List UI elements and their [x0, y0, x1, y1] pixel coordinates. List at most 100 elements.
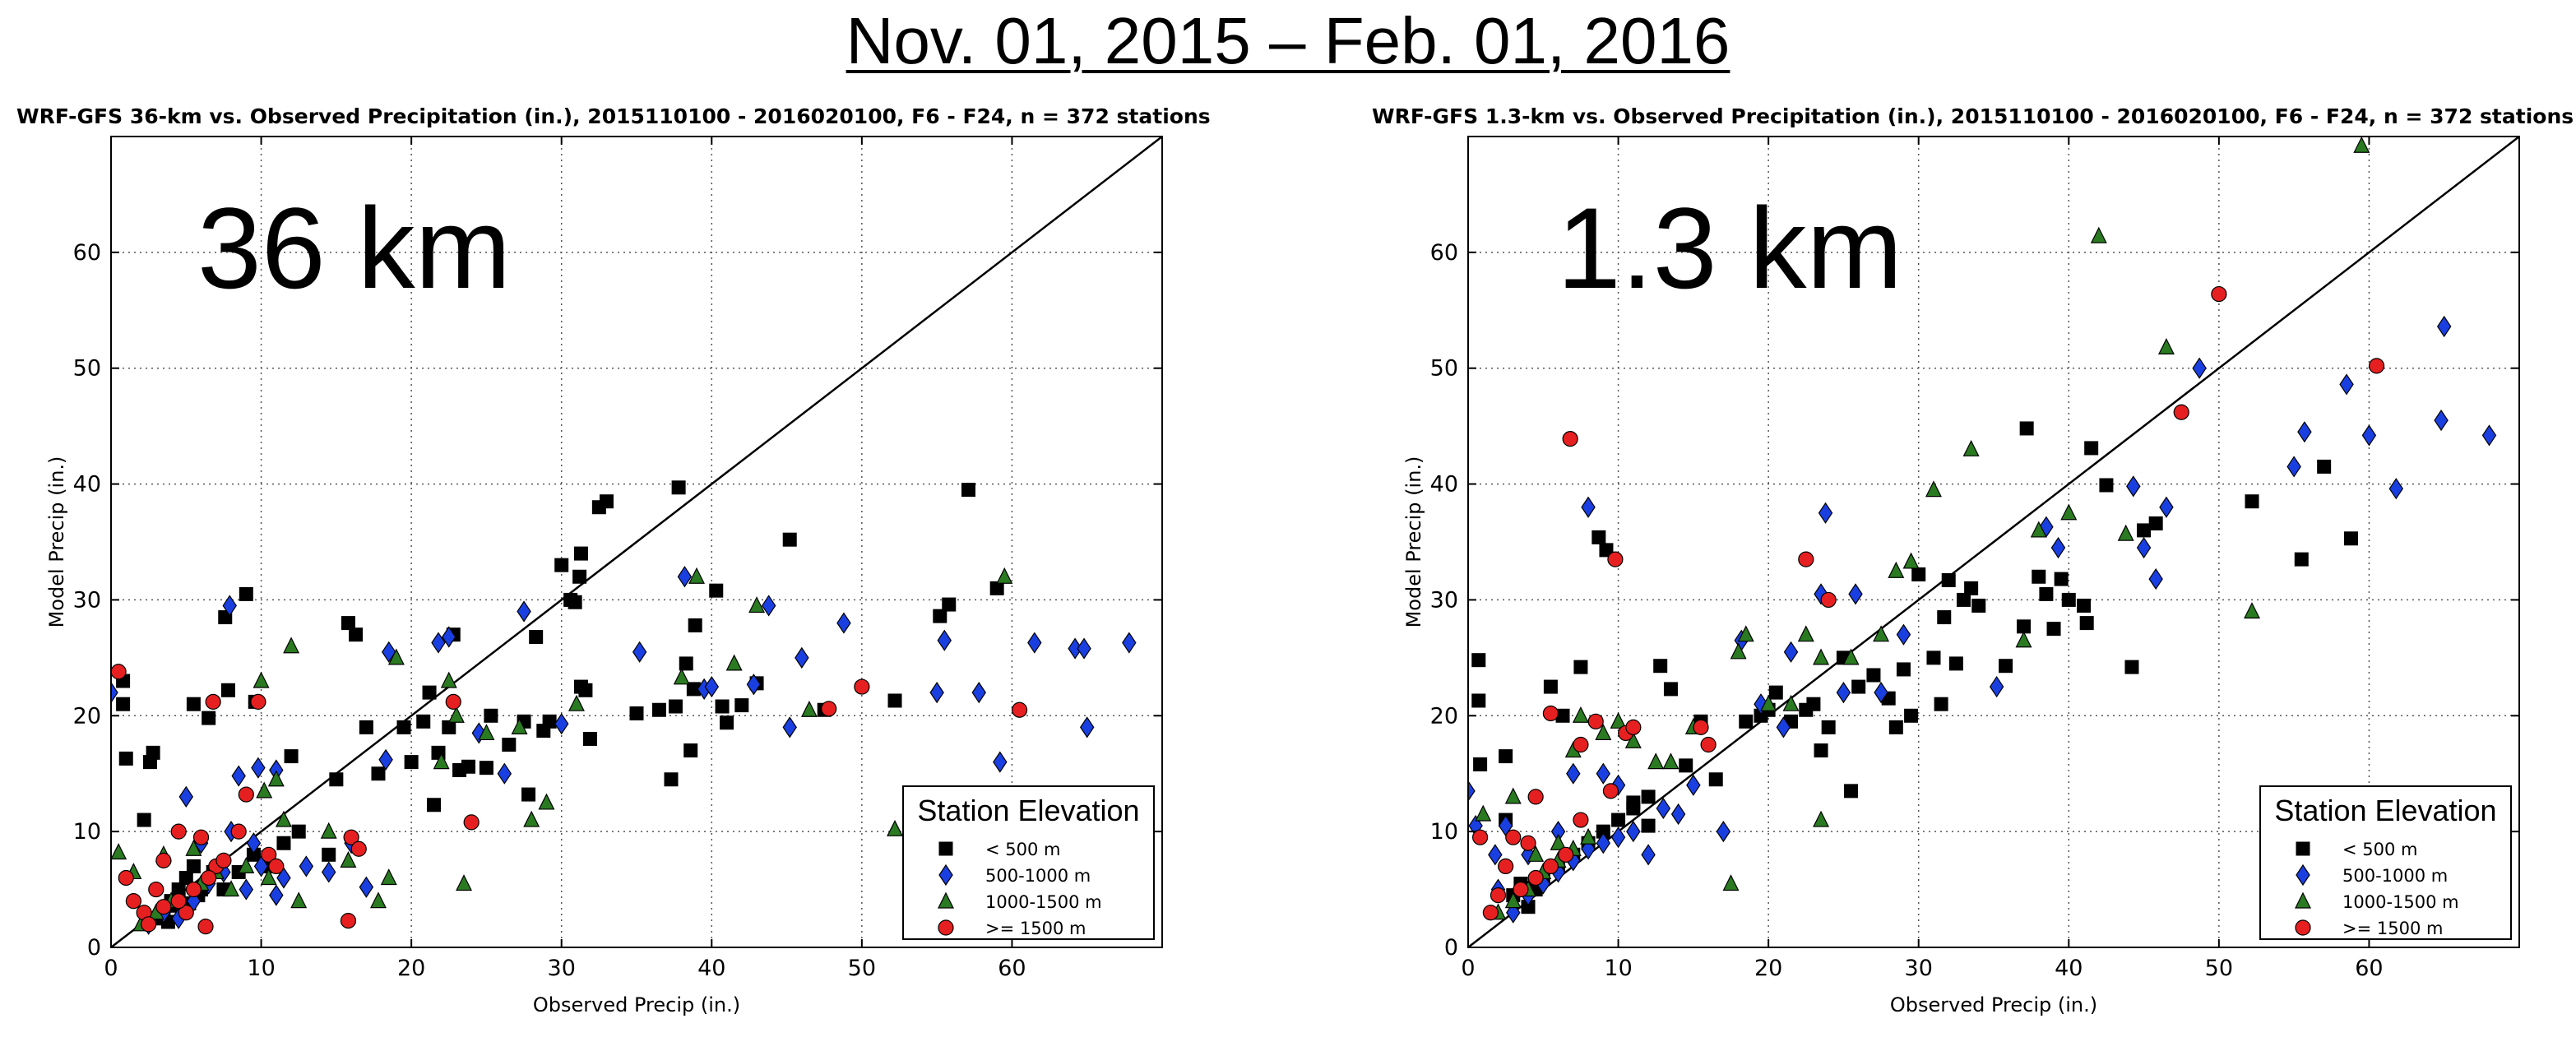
data-point	[2368, 358, 2385, 374]
data-point	[1610, 826, 1626, 849]
y-tick-label: 60	[73, 240, 101, 266]
y-tick-label: 30	[1430, 587, 1458, 613]
data-point	[1818, 502, 1833, 524]
data-point	[715, 699, 730, 714]
data-point	[322, 847, 336, 862]
data-point	[1989, 675, 2004, 698]
data-point	[2481, 424, 2497, 447]
data-point	[1122, 632, 1137, 654]
data-point	[1760, 694, 1777, 711]
data-point	[202, 711, 216, 725]
x-tick-label: 0	[1461, 956, 1475, 981]
data-point	[1926, 651, 1941, 665]
data-point	[371, 766, 386, 781]
data-point	[1472, 829, 1489, 845]
x-tick-label: 20	[1754, 956, 1782, 981]
data-point	[497, 762, 512, 785]
data-point	[1820, 591, 1837, 609]
data-point	[1607, 551, 1624, 567]
data-point	[795, 646, 809, 669]
data-point	[993, 751, 1008, 773]
data-point	[238, 857, 255, 873]
data-point	[1506, 901, 1521, 924]
data-point	[1925, 480, 1942, 498]
data-point	[1077, 637, 1091, 660]
data-point	[178, 785, 194, 808]
data-point	[1505, 829, 1522, 845]
data-point	[1641, 818, 1656, 833]
data-point	[1527, 845, 1545, 862]
data-point	[1956, 592, 1971, 607]
data-point	[2173, 404, 2189, 420]
data-point	[137, 813, 151, 827]
x-tick-label: 20	[397, 956, 425, 981]
data-point	[2099, 478, 2114, 493]
x-tick-label: 0	[104, 956, 118, 981]
data-point	[2344, 531, 2359, 546]
data-point	[1722, 874, 1740, 891]
y-tick-label: 0	[87, 935, 101, 961]
legend-marker	[2295, 919, 2311, 936]
one-to-one-line	[1468, 137, 2519, 947]
data-point	[1573, 812, 1589, 828]
data-point	[192, 829, 210, 845]
legend-marker	[938, 863, 953, 887]
data-point	[1527, 869, 1544, 887]
data-point	[2361, 424, 2377, 447]
y-tick-label: 40	[1430, 472, 1458, 498]
data-point	[1473, 757, 1488, 771]
data-point	[2317, 459, 2332, 474]
data-point	[197, 919, 214, 935]
data-point	[359, 876, 374, 898]
data-point	[370, 891, 387, 909]
data-point	[937, 629, 952, 651]
data-point	[276, 836, 291, 850]
data-point	[800, 700, 818, 717]
data-point	[111, 664, 127, 680]
data-point	[1670, 803, 1686, 826]
data-point	[668, 699, 683, 714]
data-point	[359, 720, 373, 734]
data-point	[2148, 516, 2163, 530]
data-point	[445, 693, 461, 710]
legend-marker	[938, 919, 954, 936]
data-point	[231, 765, 246, 787]
data-point	[1566, 762, 1581, 785]
x-tick-label: 40	[2055, 956, 2083, 981]
data-point	[118, 869, 134, 887]
data-point	[378, 748, 393, 771]
legend-marker	[2296, 841, 2310, 856]
data-point	[250, 693, 266, 710]
data-point	[349, 627, 364, 642]
data-point	[578, 683, 593, 697]
data-point	[2032, 569, 2046, 584]
data-point	[821, 701, 837, 717]
data-point	[205, 693, 221, 710]
data-point	[484, 708, 498, 723]
y-tick-label: 0	[1444, 935, 1458, 961]
data-point	[463, 814, 480, 831]
data-point	[141, 916, 157, 933]
data-point	[2434, 410, 2449, 432]
legend-entry: 1000-1500 m	[2342, 892, 2459, 912]
data-point	[1813, 648, 1830, 665]
data-point	[1663, 682, 1678, 697]
data-point	[291, 824, 306, 839]
data-point	[416, 714, 431, 729]
legend: Station Elevation < 500 m 500-1000 m 1000-1…	[2259, 785, 2512, 940]
data-point	[185, 839, 202, 856]
data-point	[1581, 496, 1596, 518]
data-point	[1610, 711, 1627, 729]
data-point	[942, 597, 957, 612]
y-tick-label: 40	[73, 472, 101, 498]
data-point	[572, 569, 587, 584]
x-tick-label: 10	[1604, 956, 1632, 981]
data-point	[2436, 315, 2452, 338]
data-point	[380, 868, 397, 886]
data-point	[1782, 694, 1800, 711]
data-point	[1962, 439, 1980, 456]
data-point	[253, 671, 270, 688]
data-point	[1948, 656, 1963, 671]
data-point	[340, 851, 357, 868]
legend-box	[902, 785, 1155, 940]
